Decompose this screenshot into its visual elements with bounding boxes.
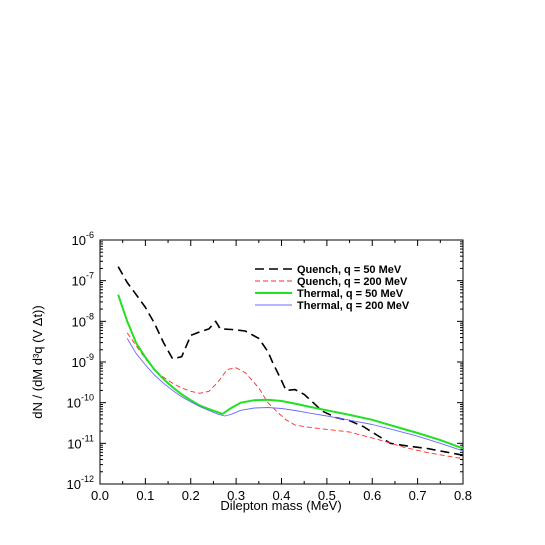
series-line-4 [126,338,464,452]
series-lines [117,266,464,460]
x-axis-title: Dilepton mass (MeV) [220,498,341,513]
legend-label-2: Quench, q = 200 MeV [297,276,408,288]
x-tick-label: 0.6 [363,488,381,503]
y-tick-label: 10-10 [67,393,94,411]
x-tick-label: 0.7 [409,488,427,503]
x-tick-label: 0.1 [136,488,154,503]
y-tick-label: 10-9 [72,352,94,370]
legend-label-4: Thermal, q = 200 MeV [297,300,410,312]
series-line-1 [117,266,464,456]
y-axis-title: dN / (dM d³q (V Δt)) [30,305,45,418]
series-line-2 [126,332,464,460]
x-tick-label: 0.5 [318,488,336,503]
x-tick-label: 0.8 [454,488,472,503]
x-tick-label: 0.3 [227,488,245,503]
y-tick-label: 10-6 [72,230,94,248]
x-tick-label: 0.4 [272,488,290,503]
y-tick-label: 10-11 [67,433,94,451]
y-tick-label: 10-8 [72,311,94,329]
x-tick-labels: 0.0 0.1 0.2 0.3 0.4 0.5 0.6 0.7 0.8 [91,488,472,503]
legend-label-3: Thermal, q = 50 MeV [297,288,404,300]
x-tick-label: 0.0 [91,488,109,503]
plot-frame [99,239,464,485]
y-tick-label: 10-12 [67,474,94,492]
axis-ticks [99,239,464,485]
legend-label-1: Quench, q = 50 MeV [297,264,402,276]
y-tick-labels: 10-12 10-11 10-10 10-9 10-8 10-7 10-6 [67,230,94,492]
y-tick-label: 10-7 [72,271,94,289]
x-tick-label: 0.2 [182,488,200,503]
series-line-3 [117,294,464,450]
